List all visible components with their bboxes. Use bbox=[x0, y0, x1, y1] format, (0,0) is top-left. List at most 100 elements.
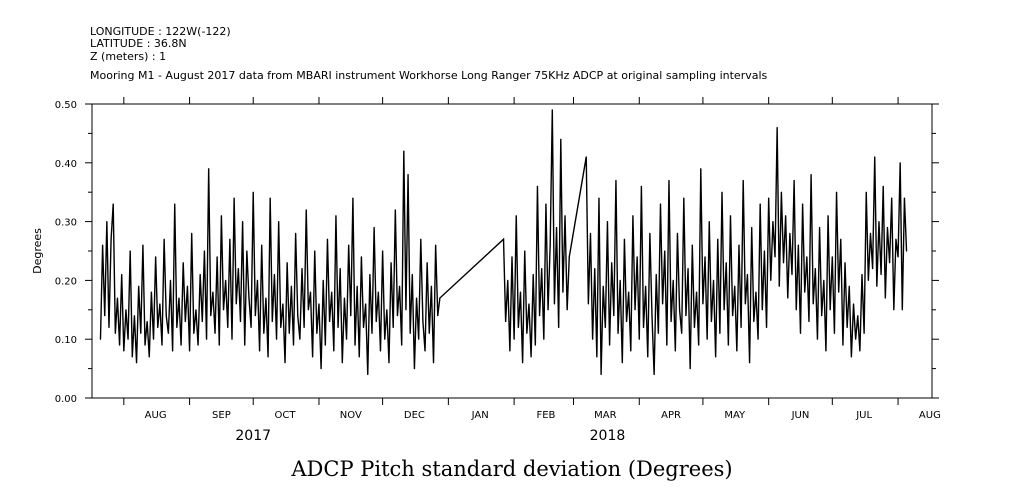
data-point bbox=[517, 326, 519, 329]
data-point bbox=[401, 344, 403, 346]
plot-frame bbox=[91, 103, 933, 399]
data-point bbox=[505, 320, 507, 323]
data-point bbox=[390, 262, 392, 264]
data-point bbox=[763, 250, 766, 252]
data-point bbox=[176, 326, 178, 329]
data-point bbox=[165, 315, 167, 317]
x-month-label: NOV bbox=[340, 410, 362, 421]
data-point bbox=[218, 344, 220, 346]
y-axis: 0.00 0.10 0.20 0.30 0.40 0.50 bbox=[55, 100, 939, 405]
data-point bbox=[307, 309, 309, 311]
data-point bbox=[375, 320, 377, 323]
data-point bbox=[159, 303, 161, 305]
data-point bbox=[299, 338, 301, 340]
data-point bbox=[838, 291, 840, 293]
data-point bbox=[312, 356, 314, 358]
data-point bbox=[791, 273, 793, 276]
data-point bbox=[687, 268, 689, 270]
x-month-label: MAY bbox=[724, 410, 746, 421]
data-point bbox=[180, 344, 182, 346]
data-point bbox=[700, 168, 702, 170]
data-point bbox=[522, 362, 524, 364]
data-point bbox=[129, 250, 131, 252]
data-point bbox=[331, 291, 333, 293]
data-point bbox=[271, 320, 273, 323]
data-point bbox=[592, 338, 594, 340]
y-axis-label: Degrees bbox=[31, 228, 44, 274]
data-point bbox=[411, 273, 413, 276]
data-point bbox=[689, 368, 691, 370]
data-point bbox=[288, 332, 290, 334]
data-point bbox=[138, 285, 140, 287]
data-point bbox=[430, 285, 432, 287]
data-point bbox=[704, 256, 706, 258]
data-point bbox=[814, 268, 816, 270]
data-point bbox=[611, 262, 613, 264]
data-point bbox=[659, 203, 662, 205]
data-point bbox=[424, 350, 426, 352]
data-point bbox=[587, 303, 589, 305]
data-point bbox=[755, 291, 757, 293]
data-point bbox=[227, 326, 229, 329]
x-month-label: APR bbox=[661, 410, 681, 421]
data-point bbox=[744, 303, 746, 305]
data-point bbox=[379, 350, 382, 352]
data-point bbox=[715, 356, 717, 358]
data-point bbox=[418, 338, 420, 340]
data-point bbox=[852, 303, 855, 305]
data-point bbox=[174, 203, 176, 205]
data-point bbox=[273, 273, 276, 276]
data-point bbox=[551, 109, 553, 111]
data-point bbox=[829, 309, 831, 311]
x-month-label: JUL bbox=[855, 410, 872, 421]
data-point bbox=[114, 332, 116, 334]
x-month-label: JUN bbox=[791, 410, 810, 421]
data-point bbox=[335, 215, 337, 217]
data-point bbox=[778, 285, 780, 287]
data-point bbox=[668, 179, 670, 182]
x-month-label: OCT bbox=[275, 410, 297, 421]
data-point bbox=[110, 238, 112, 240]
data-point bbox=[104, 315, 106, 317]
data-point bbox=[532, 273, 534, 276]
data-point bbox=[893, 309, 895, 311]
data-point bbox=[886, 226, 889, 229]
data-point bbox=[324, 344, 326, 346]
data-point bbox=[199, 273, 201, 276]
data-point bbox=[352, 197, 354, 199]
data-point bbox=[698, 344, 700, 346]
data-point bbox=[369, 273, 371, 276]
x-month-label: DEC bbox=[404, 410, 425, 421]
data-point bbox=[732, 315, 734, 317]
data-point bbox=[242, 221, 244, 223]
data-point bbox=[645, 285, 647, 287]
data-point bbox=[895, 238, 897, 240]
data-point bbox=[717, 238, 719, 240]
data-point bbox=[562, 291, 564, 293]
data-point bbox=[729, 215, 732, 217]
data-point bbox=[560, 138, 562, 140]
data-point bbox=[676, 232, 679, 234]
data-point bbox=[135, 362, 138, 364]
data-point bbox=[167, 332, 169, 334]
data-point bbox=[589, 232, 592, 234]
data-point bbox=[785, 215, 787, 217]
data-point bbox=[541, 268, 543, 270]
chart-title: ADCP Pitch standard deviation (Degrees) bbox=[290, 457, 732, 481]
data-point bbox=[333, 350, 335, 352]
data-point bbox=[231, 338, 233, 340]
data-point bbox=[356, 285, 358, 287]
y-tick-label: 0.20 bbox=[55, 276, 77, 287]
x-month-label: MAR bbox=[594, 410, 616, 421]
data-point bbox=[604, 326, 606, 329]
data-point bbox=[903, 197, 906, 199]
data-point bbox=[297, 315, 299, 317]
data-point bbox=[182, 262, 184, 264]
data-point bbox=[810, 173, 812, 176]
data-point bbox=[320, 368, 322, 370]
data-point bbox=[396, 315, 399, 317]
data-point bbox=[617, 332, 619, 334]
data-point bbox=[267, 356, 269, 358]
data-point bbox=[203, 250, 206, 252]
data-point bbox=[818, 226, 821, 229]
